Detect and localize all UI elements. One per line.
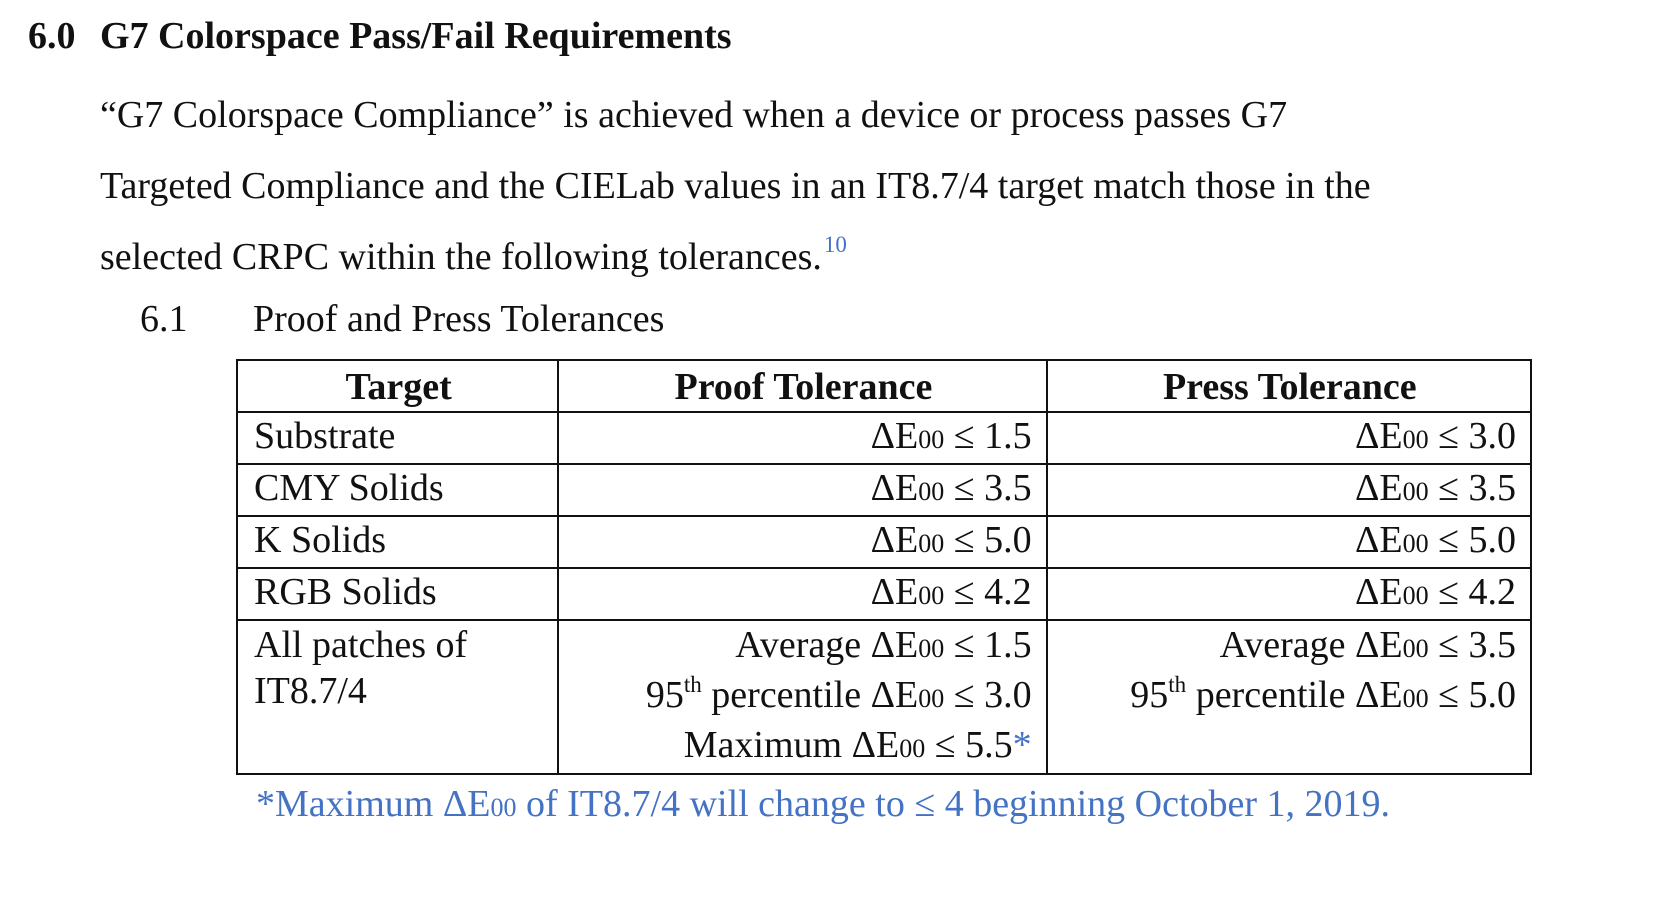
target-cell: CMY Solids	[235, 463, 560, 517]
table-row: CMY Solids ΔE00 ≤ 3.5 ΔE00 ≤ 3.5	[235, 463, 1533, 517]
delta-e-expression: ΔE00 ≤ 5.0	[870, 519, 1032, 561]
proof-tolerance-cell: ΔE00 ≤ 1.5	[557, 411, 1048, 465]
proof-tolerance-cell: ΔE00 ≤ 3.5	[557, 463, 1048, 517]
delta-e-expression: ΔE00 ≤ 3.5	[870, 467, 1032, 509]
target-line: All patches of	[254, 624, 468, 666]
paragraph-line-text: selected CRPC within the following toler…	[100, 236, 822, 278]
section-heading: 6.0 G7 Colorspace Pass/Fail Requirements	[28, 14, 732, 58]
press-tolerance-cell: ΔE00 ≤ 3.5	[1045, 463, 1533, 517]
table-header-row: Target Proof Tolerance Press Tolerance	[235, 359, 1533, 413]
header-target: Target	[235, 359, 560, 413]
paragraph-line: selected CRPC within the following toler…	[100, 222, 1640, 293]
target-cell: Substrate	[235, 411, 560, 465]
proof-percentile-line: 95th percentile ΔE00 ≤ 3.0	[645, 672, 1032, 716]
press-average-line: Average ΔE00 ≤ 3.5	[1219, 624, 1516, 666]
proof-tolerance-cell: ΔE00 ≤ 4.2	[557, 567, 1048, 621]
delta-e-expression: ΔE00 ≤ 4.2	[870, 571, 1032, 613]
table-row: Substrate ΔE00 ≤ 1.5 ΔE00 ≤ 3.0	[235, 411, 1533, 465]
table-row: K Solids ΔE00 ≤ 5.0 ΔE00 ≤ 5.0	[235, 515, 1533, 569]
delta-e-expression: ΔE00 ≤ 1.5	[870, 415, 1032, 457]
press-percentile-line: 95th percentile ΔE00 ≤ 5.0	[1130, 672, 1516, 716]
proof-average-line: Average ΔE00 ≤ 1.5	[735, 624, 1032, 666]
delta-e-expression: ΔE00 ≤ 4.2	[1354, 571, 1516, 613]
delta-e-expression: ΔE00 ≤ 5.0	[1354, 519, 1516, 561]
asterisk-mark: *	[1012, 724, 1032, 766]
section-number: 6.0	[28, 15, 76, 57]
header-proof-tolerance: Proof Tolerance	[557, 359, 1048, 413]
proof-tolerance-cell: Average ΔE00 ≤ 1.5 95th percentile ΔE00 …	[557, 619, 1048, 775]
delta-e-expression: ΔE00 ≤ 3.0	[1354, 415, 1516, 457]
paragraph-line: Targeted Compliance and the CIELab value…	[100, 165, 1371, 207]
target-cell: RGB Solids	[235, 567, 560, 621]
footnote-reference-link[interactable]: 10	[823, 232, 847, 257]
press-tolerance-cell: ΔE00 ≤ 5.0	[1045, 515, 1533, 569]
press-tolerance-cell: ΔE00 ≤ 3.0	[1045, 411, 1533, 465]
table-row-all-patches: All patches of IT8.7/4 Average ΔE00 ≤ 1.…	[235, 619, 1533, 775]
target-cell: K Solids	[235, 515, 560, 569]
press-tolerance-cell: ΔE00 ≤ 4.2	[1045, 567, 1533, 621]
proof-maximum-line: Maximum ΔE00 ≤ 5.5*	[683, 724, 1032, 766]
section-title: G7 Colorspace Pass/Fail Requirements	[100, 15, 732, 57]
subsection-heading: 6.1 Proof and Press Tolerances	[140, 297, 664, 341]
compliance-paragraph: “G7 Colorspace Compliance” is achieved w…	[100, 80, 1640, 293]
press-tolerance-cell: Average ΔE00 ≤ 3.5 95th percentile ΔE00 …	[1045, 619, 1533, 775]
proof-tolerance-cell: ΔE00 ≤ 5.0	[557, 515, 1048, 569]
paragraph-line: “G7 Colorspace Compliance” is achieved w…	[100, 94, 1288, 136]
table-row: RGB Solids ΔE00 ≤ 4.2 ΔE00 ≤ 4.2	[235, 567, 1533, 621]
subsection-number: 6.1	[140, 298, 188, 340]
delta-e-expression: ΔE00 ≤ 3.5	[1354, 467, 1516, 509]
subsection-title: Proof and Press Tolerances	[253, 298, 665, 340]
target-cell: All patches of IT8.7/4	[235, 619, 560, 775]
target-line: IT8.7/4	[254, 670, 367, 712]
header-press-tolerance: Press Tolerance	[1045, 359, 1533, 413]
tolerance-table: Target Proof Tolerance Press Tolerance S…	[235, 359, 1533, 775]
table-footnote: *Maximum ΔE00 of IT8.7/4 will change to …	[256, 783, 1391, 825]
